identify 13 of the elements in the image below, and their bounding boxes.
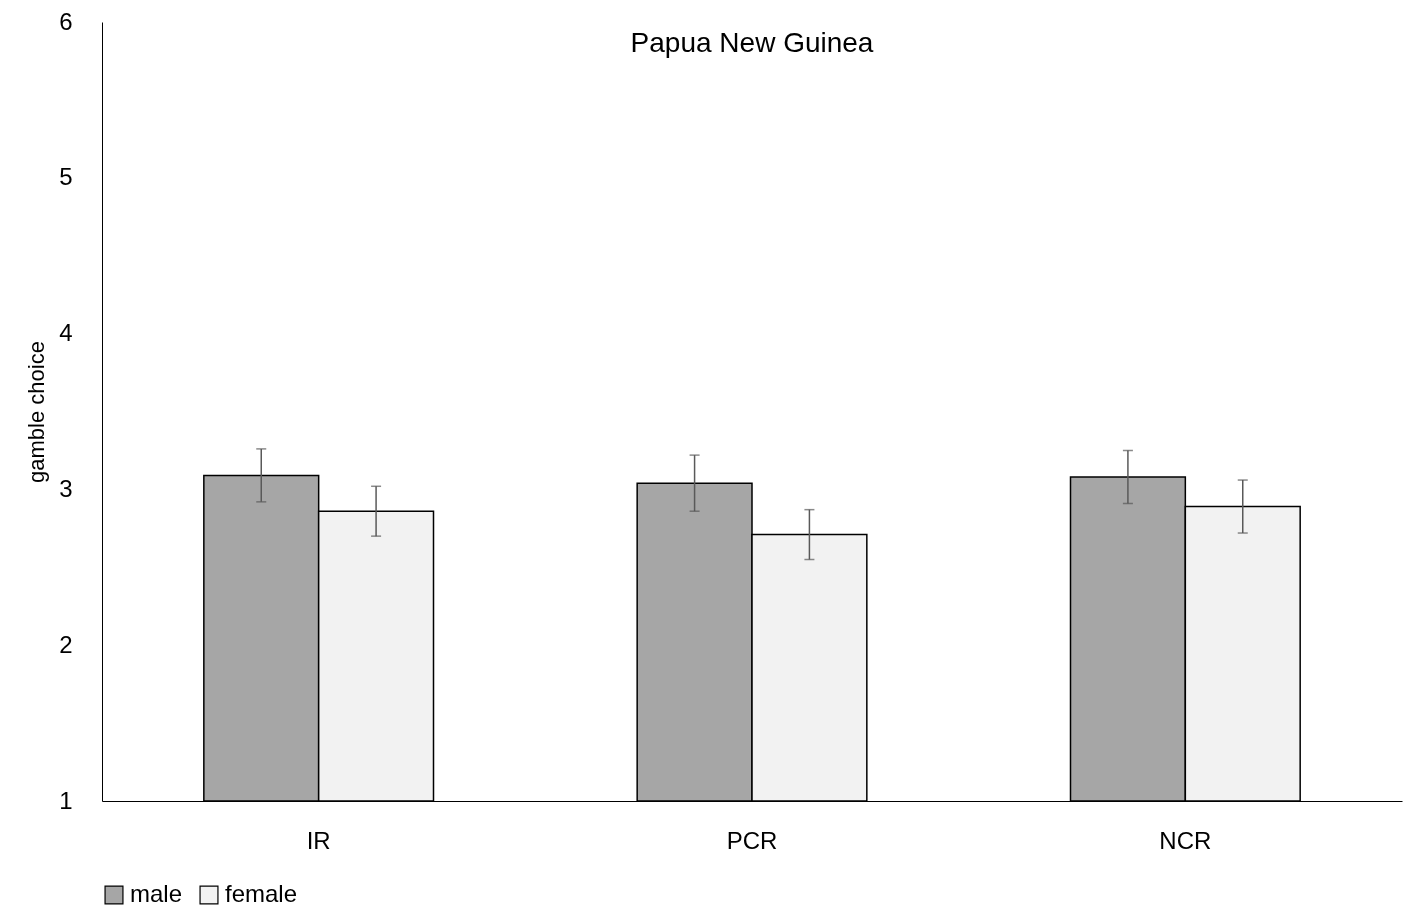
x-tick-label: IR	[306, 826, 331, 854]
y-tick-label: 3	[59, 474, 73, 502]
x-tick-label: NCR	[1159, 826, 1212, 854]
y-axis-title: gamble choice	[24, 341, 50, 483]
legend-label: male	[130, 880, 183, 907]
x-tick-label: PCR	[726, 826, 778, 854]
y-tick-label: 4	[59, 319, 73, 347]
y-tick-label: 5	[59, 163, 73, 191]
y-tick-label: 6	[59, 7, 73, 35]
y-tick-label: 1	[59, 786, 73, 814]
y-tick-label: 2	[59, 630, 73, 658]
chart-title: Papua New Guinea	[630, 27, 874, 58]
legend-label: female	[225, 880, 298, 907]
